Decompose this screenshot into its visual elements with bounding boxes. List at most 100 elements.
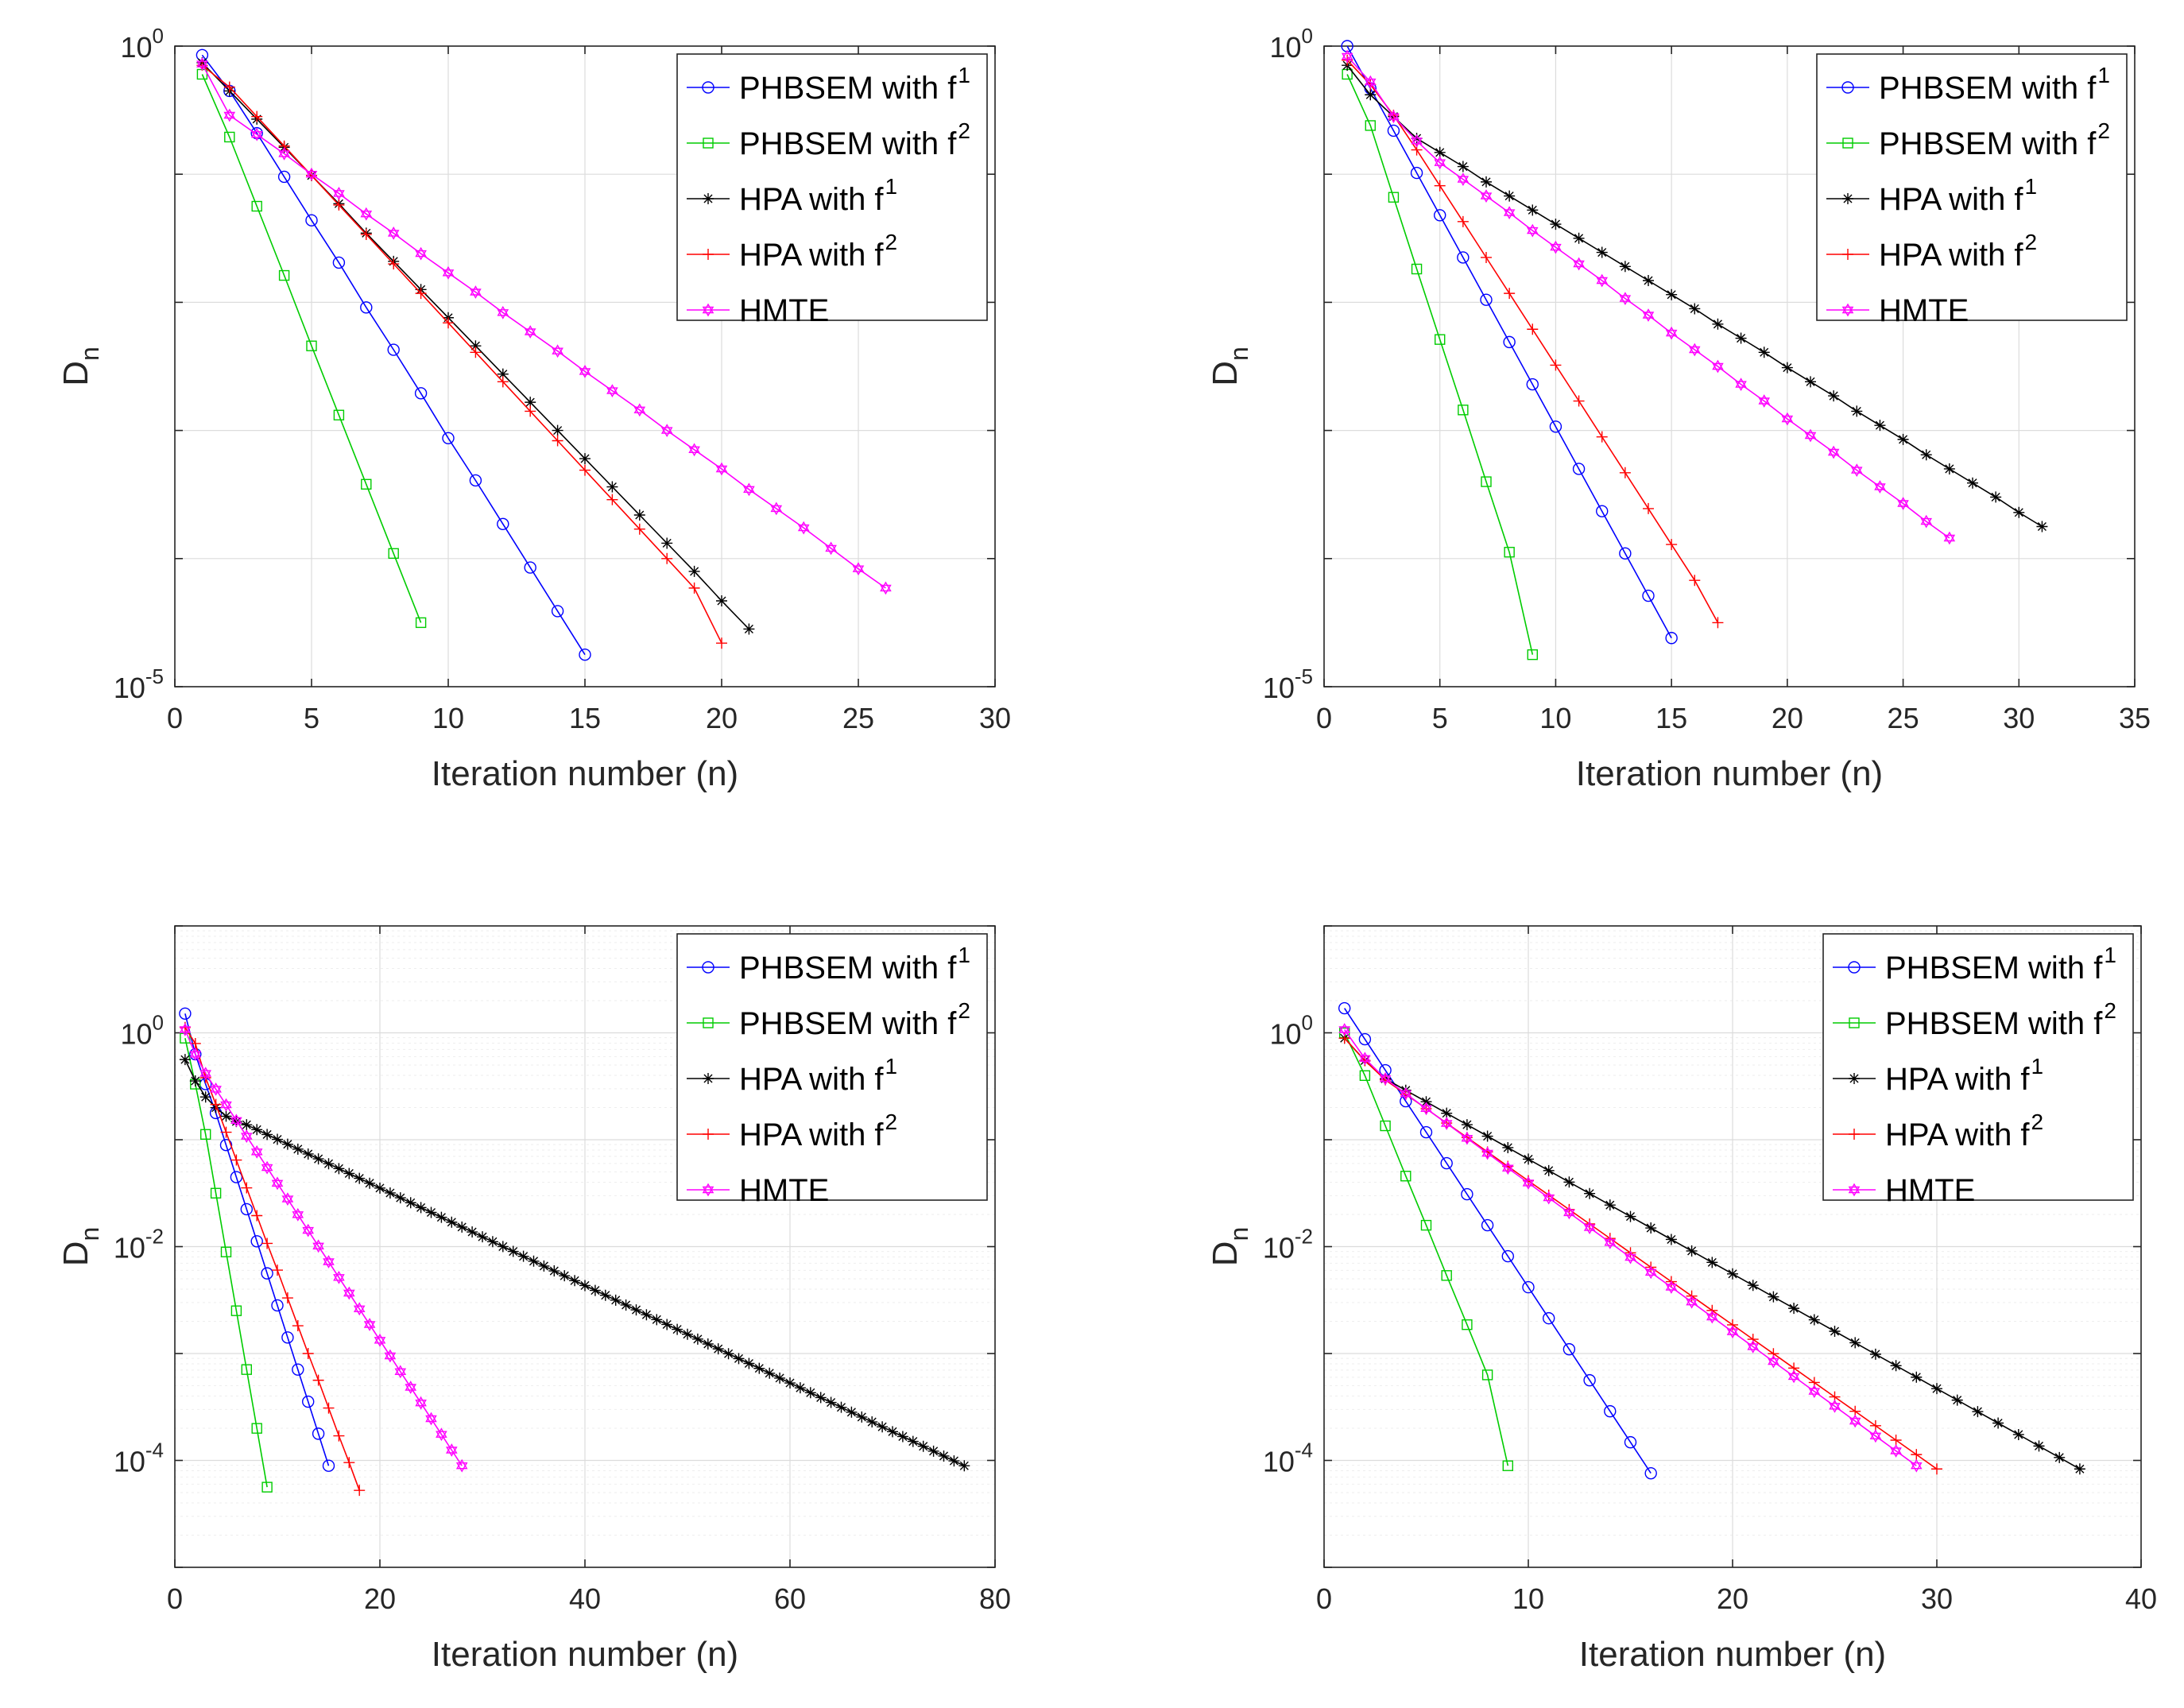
series-circle [1338,1001,1657,1480]
series-hexagram [179,1023,468,1473]
data-point [1420,1219,1432,1231]
data-point [343,1457,355,1469]
data-point [1768,1354,1779,1369]
x-tick-label: 5 [304,702,319,734]
data-point [525,397,536,409]
data-point [948,1455,960,1467]
data-point [1550,240,1562,254]
data-point [1419,1125,1433,1139]
data-point [846,1406,858,1418]
data-point [384,1187,396,1199]
data-point [661,1319,673,1330]
x-axis: 0 5 10 15 20 25 30 35 [1316,46,2151,734]
data-point [1573,257,1585,271]
x-axis: 0 10 20 30 40 [1316,926,2157,1615]
data-point [1931,1463,1942,1475]
x-tick-label: 20 [1772,702,1803,734]
data-point [559,1270,571,1282]
x-axis-label: Iteration number (n) [432,1635,738,1674]
data-point [1712,617,1724,629]
data-point [1666,539,1678,551]
data-point [272,1265,283,1276]
data-point [672,1323,683,1335]
data-point [360,301,373,314]
legend-marker [1848,1183,1861,1197]
data-point [579,649,591,661]
data-point [525,405,536,417]
x-tick-label: 10 [432,702,464,734]
data-point [1642,589,1655,602]
data-point [1642,308,1655,322]
y-tick-label: 10-4 [1263,1439,1313,1478]
data-point [716,595,727,606]
data-point [230,1171,243,1183]
data-point [1619,292,1632,306]
legend-box [676,933,988,1201]
data-point [477,1231,488,1243]
data-point [1338,1001,1351,1015]
data-point [241,1364,252,1375]
data-point [261,1160,273,1175]
data-point [470,347,482,358]
legend-marker [1842,249,1853,260]
data-point [251,1423,262,1434]
data-point [917,1440,929,1452]
legend-marker [702,303,714,317]
data-point [633,523,645,535]
data-point [302,1348,314,1359]
data-point [507,1245,519,1257]
data-point [1504,547,1515,558]
data-point [323,1158,335,1170]
data-point [1596,246,1608,258]
data-point [733,1353,745,1365]
data-point [712,1343,724,1355]
x-tick-label: 20 [1717,1582,1748,1615]
data-point [455,1458,468,1473]
data-point [1365,89,1377,101]
data-point [1890,1444,1902,1458]
data-point [691,1333,703,1345]
x-tick-label: 30 [1921,1582,1953,1615]
data-point [497,1241,509,1253]
data-point [1527,649,1538,660]
legend-label: PHBSEM with f [739,951,957,986]
legend-label: PHBSEM with f [739,1006,957,1041]
data-point [688,443,700,457]
data-point [1457,161,1469,172]
data-point [1420,1096,1432,1108]
legend-label-superscript: 1 [2031,1054,2044,1079]
legend-marker [1849,1073,1860,1084]
data-point [312,1153,324,1165]
data-point [2033,1440,2045,1452]
data-point [620,1299,632,1311]
data-point [1358,1032,1372,1046]
data-point [1827,445,1840,459]
data-point [322,1459,335,1472]
legend-marker [703,137,714,149]
data-point [388,258,400,270]
data-point [1461,1131,1473,1145]
data-point [1359,1052,1371,1066]
data-point [1624,1435,1637,1449]
data-point [660,424,673,437]
series-group [179,1007,970,1497]
data-point [528,1255,540,1267]
x-tick-label: 5 [1432,702,1448,734]
y-tick-label: 100 [120,1011,164,1051]
legend-label: PHBSEM with f [1885,951,2103,986]
data-point [1874,420,1886,432]
data-point [1440,1117,1453,1130]
data-point [1604,1235,1617,1249]
data-point [877,1421,889,1433]
legend-label-superscript: 1 [958,943,970,967]
data-point [1849,1337,1861,1349]
data-point [425,1412,437,1426]
data-point [388,548,399,560]
series-star [179,1054,970,1472]
data-point [271,1176,284,1191]
data-point [715,462,728,476]
data-point [1665,632,1678,645]
